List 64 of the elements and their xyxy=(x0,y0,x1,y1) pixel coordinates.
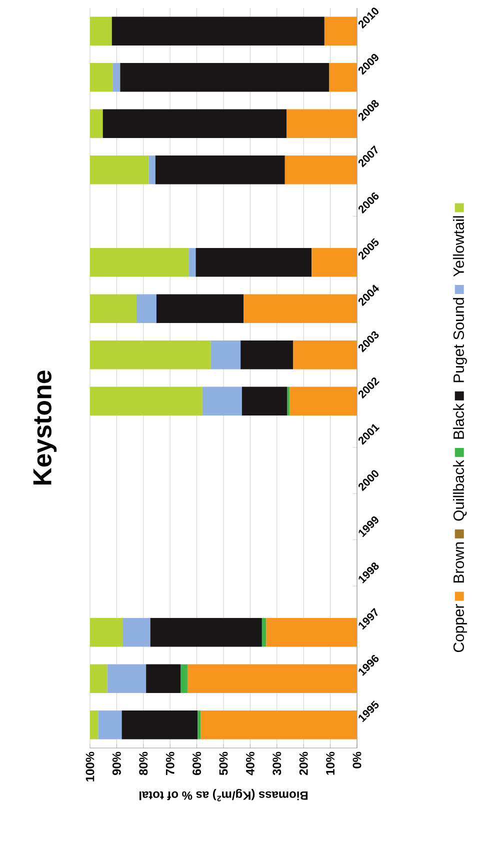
x-tick-label: 100% xyxy=(86,752,94,782)
x-tick-label: 10% xyxy=(326,752,335,775)
bar xyxy=(90,248,190,277)
x-tick-label: 30% xyxy=(272,752,282,776)
legend-label: Copper xyxy=(453,604,467,652)
bar xyxy=(90,664,108,693)
bar xyxy=(262,618,266,647)
bar xyxy=(90,294,136,323)
legend-label: Puget Sound xyxy=(453,298,467,382)
bar xyxy=(148,156,156,184)
legend-label: Black xyxy=(453,403,464,439)
bar xyxy=(200,710,357,740)
bar xyxy=(112,16,324,46)
x-tick-label: 70% xyxy=(166,752,174,775)
bar xyxy=(112,63,120,92)
x-tick-label: 20% xyxy=(299,752,308,776)
bar xyxy=(98,710,122,740)
bar xyxy=(324,16,357,46)
x-tick-label: 80% xyxy=(139,752,148,776)
bar xyxy=(198,710,201,740)
x-tick-label: 90% xyxy=(112,752,121,776)
bar xyxy=(293,340,357,370)
bar xyxy=(180,664,188,693)
x-axis-title: Biomass (Kg/m$^{2}$) as % of total xyxy=(140,788,308,802)
bar xyxy=(90,156,149,184)
bar xyxy=(290,386,357,416)
bar xyxy=(90,618,123,647)
bar xyxy=(107,664,146,693)
bar xyxy=(312,248,357,277)
bar xyxy=(266,618,357,647)
bar xyxy=(286,109,357,138)
bar xyxy=(187,664,357,693)
bar xyxy=(90,16,112,46)
bar xyxy=(90,340,211,370)
bar xyxy=(156,294,244,323)
bar xyxy=(122,618,150,647)
bar xyxy=(202,386,242,416)
legend-label: Yellowtail xyxy=(453,216,464,277)
bar xyxy=(90,386,202,416)
bar xyxy=(122,710,198,740)
bar xyxy=(102,109,287,138)
bar xyxy=(210,340,241,370)
bar xyxy=(155,156,285,184)
bar xyxy=(242,386,288,416)
bar xyxy=(90,109,103,138)
legend-label: Brown xyxy=(454,542,464,583)
bar xyxy=(90,63,113,92)
bar xyxy=(120,63,330,92)
x-tick-label: 60% xyxy=(192,752,202,776)
bar xyxy=(146,664,181,693)
bar xyxy=(150,618,262,647)
bar xyxy=(284,156,357,184)
legend-label: Quillback xyxy=(453,460,467,521)
bar xyxy=(240,340,294,370)
text: Keystone xyxy=(33,370,57,485)
bar xyxy=(329,63,357,92)
bar xyxy=(189,248,196,277)
bar xyxy=(196,248,312,277)
bar xyxy=(90,710,98,740)
bar xyxy=(244,294,357,323)
x-tick-label: 0% xyxy=(352,752,362,768)
bar xyxy=(136,294,156,323)
x-tick-label: 50% xyxy=(219,752,228,776)
x-tick-label: 40% xyxy=(246,752,254,776)
